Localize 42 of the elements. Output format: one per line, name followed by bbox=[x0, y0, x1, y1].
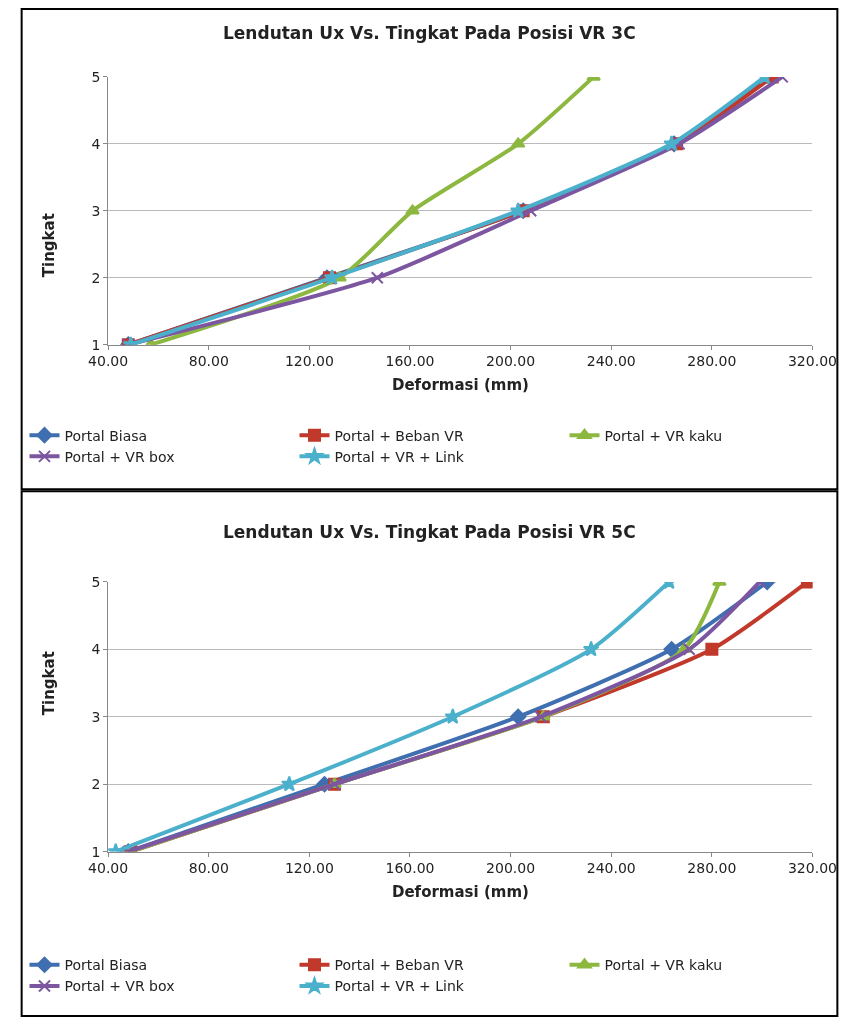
y-tick-label: 2 bbox=[91, 776, 101, 793]
chart-title: Lendutan Ux Vs. Tingkat Pada Posisi VR 3C bbox=[223, 23, 636, 43]
x-tick-label: 80.00 bbox=[188, 860, 229, 877]
x-tick-label: 320.00 bbox=[787, 860, 837, 877]
y-tick-label: 1 bbox=[91, 336, 101, 353]
legend-label: Portal Biasa bbox=[64, 427, 148, 444]
y-tick-label: 1 bbox=[91, 843, 101, 860]
y-tick-label: 4 bbox=[91, 641, 101, 658]
legend-label: Portal Biasa bbox=[64, 957, 148, 974]
x-axis-title: Deformasi (mm) bbox=[392, 376, 529, 394]
y-tick-label: 2 bbox=[91, 269, 101, 286]
x-tick-label: 200.00 bbox=[486, 860, 536, 877]
x-tick-label: 240.00 bbox=[586, 860, 636, 877]
x-tick-label: 80.00 bbox=[188, 353, 229, 370]
x-tick-label: 120.00 bbox=[284, 860, 334, 877]
legend-label: Portal + Beban VR bbox=[334, 427, 464, 444]
legend-label: Portal + VR box bbox=[64, 448, 175, 465]
x-tick-label: 40.00 bbox=[88, 860, 129, 877]
y-axis-title: Tingkat bbox=[39, 213, 58, 278]
y-tick-label: 5 bbox=[91, 68, 101, 85]
x-tick-label: 160.00 bbox=[385, 860, 435, 877]
legend-label: Portal + VR + Link bbox=[334, 448, 465, 465]
x-tick-label: 320.00 bbox=[787, 353, 837, 370]
x-tick-label: 240.00 bbox=[586, 353, 636, 370]
legend-label: Portal + Beban VR bbox=[334, 957, 464, 974]
x-tick-label: 200.00 bbox=[486, 353, 536, 370]
legend-label: Portal + VR box bbox=[64, 978, 175, 995]
y-tick-label: 4 bbox=[91, 135, 101, 152]
legend-label: Portal + VR kaku bbox=[604, 957, 723, 974]
legend-label: Portal + VR + Link bbox=[334, 978, 465, 995]
y-tick-label: 3 bbox=[91, 708, 101, 725]
x-tick-label: 120.00 bbox=[284, 353, 334, 370]
legend-label: Portal + VR kaku bbox=[604, 427, 723, 444]
x-tick-label: 280.00 bbox=[687, 353, 737, 370]
x-axis-title: Deformasi (mm) bbox=[392, 883, 529, 901]
x-tick-label: 280.00 bbox=[687, 860, 737, 877]
y-tick-label: 5 bbox=[91, 573, 101, 590]
chart-title: Lendutan Ux Vs. Tingkat Pada Posisi VR 5C bbox=[223, 522, 636, 542]
y-axis-title: Tingkat bbox=[39, 651, 58, 716]
x-tick-label: 40.00 bbox=[88, 353, 129, 370]
y-tick-label: 3 bbox=[91, 202, 101, 219]
x-tick-label: 160.00 bbox=[385, 353, 435, 370]
